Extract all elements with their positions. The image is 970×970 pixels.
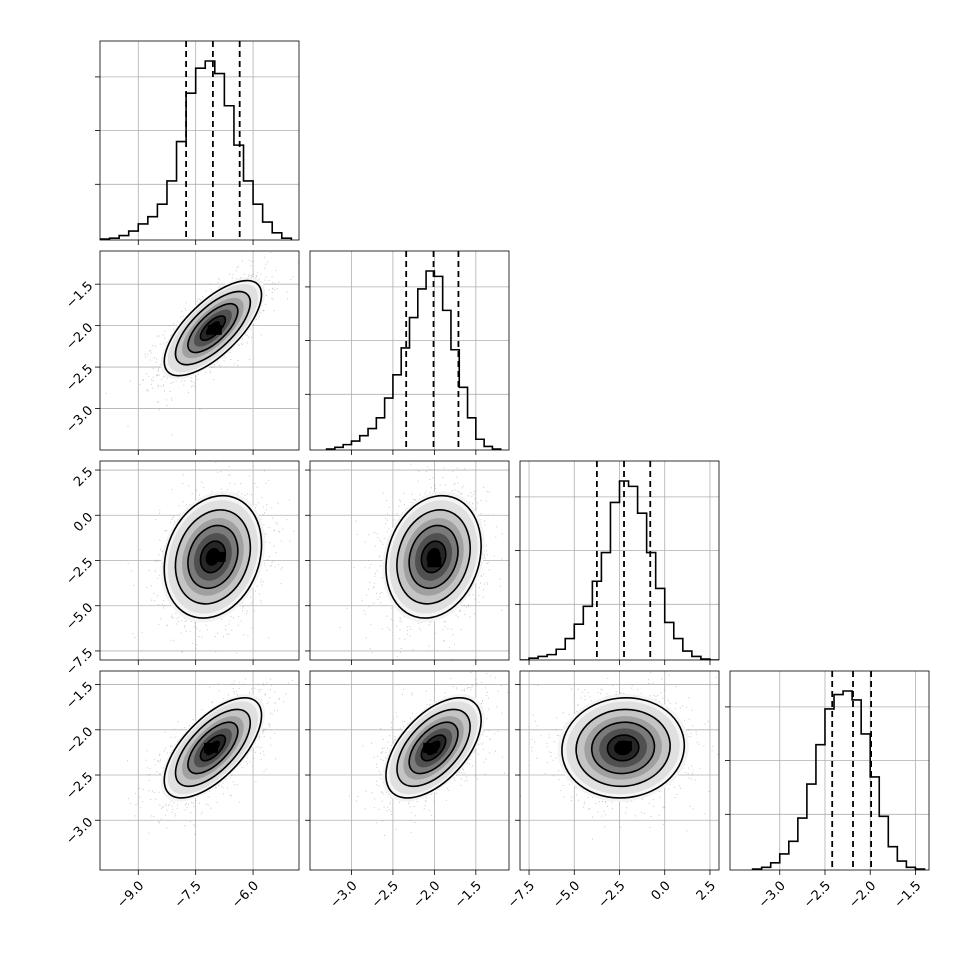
density-peak-cell xyxy=(203,742,218,753)
x-tick-label: 2.5 xyxy=(694,878,719,903)
x-tick-label: −3.0 xyxy=(328,878,361,911)
density-peak-cell xyxy=(617,741,632,752)
density-peak-cell xyxy=(211,551,226,562)
x-tick-label: −7.5 xyxy=(172,878,205,911)
pair-5-plot xyxy=(520,672,719,840)
contour-line xyxy=(174,708,252,788)
y-tick-label: −2.0 xyxy=(63,320,96,353)
histogram-0-step xyxy=(100,60,293,240)
y-tick-label: −1.5 xyxy=(63,679,96,712)
y-tick-label: −2.5 xyxy=(63,770,96,803)
contour-line xyxy=(561,697,686,799)
hist-1-frame xyxy=(309,250,510,451)
contour-line xyxy=(199,734,227,762)
x-tick-label: −9.0 xyxy=(114,878,147,911)
y-tick-label: −2.0 xyxy=(63,724,96,757)
x-tick-label: −3.0 xyxy=(756,878,789,911)
contour-line xyxy=(199,315,227,342)
hist-2-grid xyxy=(520,461,719,660)
pair-0-plot xyxy=(105,252,299,436)
pair-3-plot xyxy=(127,678,293,835)
contour-line xyxy=(420,734,447,762)
hist-0-frame xyxy=(99,40,300,241)
contour-line xyxy=(408,721,459,775)
contour-line xyxy=(187,524,239,590)
y-tick-label: −3.0 xyxy=(63,815,96,848)
x-tick-label: −2.5 xyxy=(801,878,834,911)
x-tick-label: −2.5 xyxy=(369,878,402,911)
contour-line xyxy=(590,721,656,775)
y-tick-label: −3.0 xyxy=(63,403,96,436)
histogram-1-step xyxy=(325,270,502,450)
x-tick-label: −2.5 xyxy=(596,878,629,911)
y-tick-label: −2.5 xyxy=(63,362,96,395)
y-tick-label: 0.0 xyxy=(71,510,96,535)
hist-3-grid xyxy=(730,671,929,870)
contour-line xyxy=(199,540,227,574)
y-tick-label: −5.0 xyxy=(63,600,96,633)
pair-1-plot xyxy=(127,461,295,654)
contour-line xyxy=(163,697,263,799)
pair-4-plot xyxy=(348,672,509,836)
contour-line xyxy=(385,697,482,799)
x-tick-label: −1.5 xyxy=(892,878,925,911)
y-tick-label: 2.5 xyxy=(71,465,96,490)
y-tick-label: −7.5 xyxy=(63,646,96,679)
contour-line xyxy=(575,708,671,788)
contour-line xyxy=(396,708,471,788)
contour-line xyxy=(174,290,252,366)
y-tick-label: −2.5 xyxy=(63,555,96,588)
hist-1-grid xyxy=(310,251,509,450)
x-tick-label: −6.0 xyxy=(229,878,262,911)
x-tick-label: −2.0 xyxy=(410,878,443,911)
x-tick-label: −7.5 xyxy=(505,878,538,911)
y-tick-label: −1.5 xyxy=(63,279,96,312)
density-peak-cell xyxy=(423,742,438,753)
histogram-2-step xyxy=(520,480,719,660)
histogram-3-step xyxy=(751,690,926,870)
contour-line xyxy=(187,721,239,775)
x-tick-label: −5.0 xyxy=(550,878,583,911)
hist-0-grid xyxy=(100,41,299,240)
contour-line xyxy=(163,279,263,377)
contour-line xyxy=(187,302,239,354)
contour-line xyxy=(396,509,471,605)
density-peak-cell xyxy=(427,557,442,568)
contour-line xyxy=(174,509,252,605)
contour-line xyxy=(163,494,263,619)
x-tick-label: 0.0 xyxy=(649,878,674,903)
contour-line xyxy=(385,494,482,619)
contour-line xyxy=(420,540,447,574)
pair-3-frame xyxy=(99,670,300,871)
contour-line xyxy=(408,524,459,590)
pair-2-plot xyxy=(339,463,503,660)
x-tick-label: −2.0 xyxy=(846,878,879,911)
pair-0-frame xyxy=(99,250,300,451)
x-tick-label: −1.5 xyxy=(452,878,485,911)
contour-line xyxy=(606,734,640,762)
pair-4-frame xyxy=(309,670,510,871)
density-peak-cell xyxy=(207,324,222,335)
hist-3-frame xyxy=(729,670,930,871)
